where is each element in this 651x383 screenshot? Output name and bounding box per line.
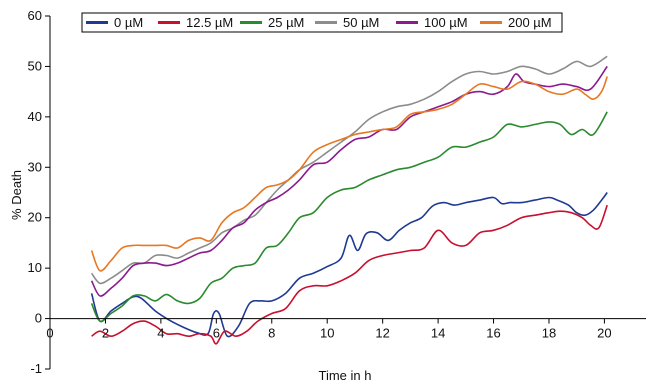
series-line-1	[91, 204, 608, 345]
y-tick-label: 50	[28, 58, 42, 73]
legend: 0 µM 12.5 µM 25 µM 50 µM 100 µM 200 µM	[81, 12, 563, 33]
legend-label: 12.5 µM	[186, 15, 233, 30]
x-tick-label: 14	[431, 326, 445, 341]
x-tick-label: 12	[375, 326, 389, 341]
x-tick-label: 20	[597, 326, 611, 341]
x-tick-label: 0	[46, 326, 53, 341]
legend-label: 25 µM	[268, 15, 304, 30]
y-tick-label: 0	[35, 311, 42, 326]
legend-label: 200 µM	[508, 15, 552, 30]
x-tick-label: 6	[213, 326, 220, 341]
y-tick-label: 40	[28, 109, 42, 124]
x-axis-title: Time in h	[319, 368, 372, 383]
series-line-2	[90, 111, 608, 323]
y-tick-label: 30	[28, 159, 42, 174]
series-line-5	[90, 76, 608, 272]
y-tick-label: 60	[28, 8, 42, 23]
plot-lines	[90, 55, 608, 345]
x-tick-label: 2	[102, 326, 109, 341]
y-tick-label: 20	[28, 210, 42, 225]
legend-label: 100 µM	[424, 15, 468, 30]
series-line-4	[90, 65, 608, 297]
x-tick-label: 4	[157, 326, 164, 341]
series-line-0	[90, 192, 608, 338]
x-tick-label: 16	[486, 326, 500, 341]
y-axis-title: % Death	[9, 170, 24, 220]
y-tick-label: 10	[28, 260, 42, 275]
x-tick-label: 10	[320, 326, 334, 341]
legend-label: 0 µM	[114, 15, 143, 30]
x-tick-label: 18	[542, 326, 556, 341]
x-tick-label: 8	[268, 326, 275, 341]
y-ticks: -1 0 10 20 30 40 50 60	[28, 8, 50, 376]
axes: 0 2 4 6 8 10 12 14 16 18 20 -1 0 10 20 30 40 50 60	[28, 8, 646, 376]
legend-label: 50 µM	[343, 15, 379, 30]
series-line-3	[90, 55, 608, 285]
x-ticks: 0 2 4 6 8 10 12 14 16 18 20	[46, 318, 612, 341]
y-tick-label: -1	[30, 361, 42, 376]
